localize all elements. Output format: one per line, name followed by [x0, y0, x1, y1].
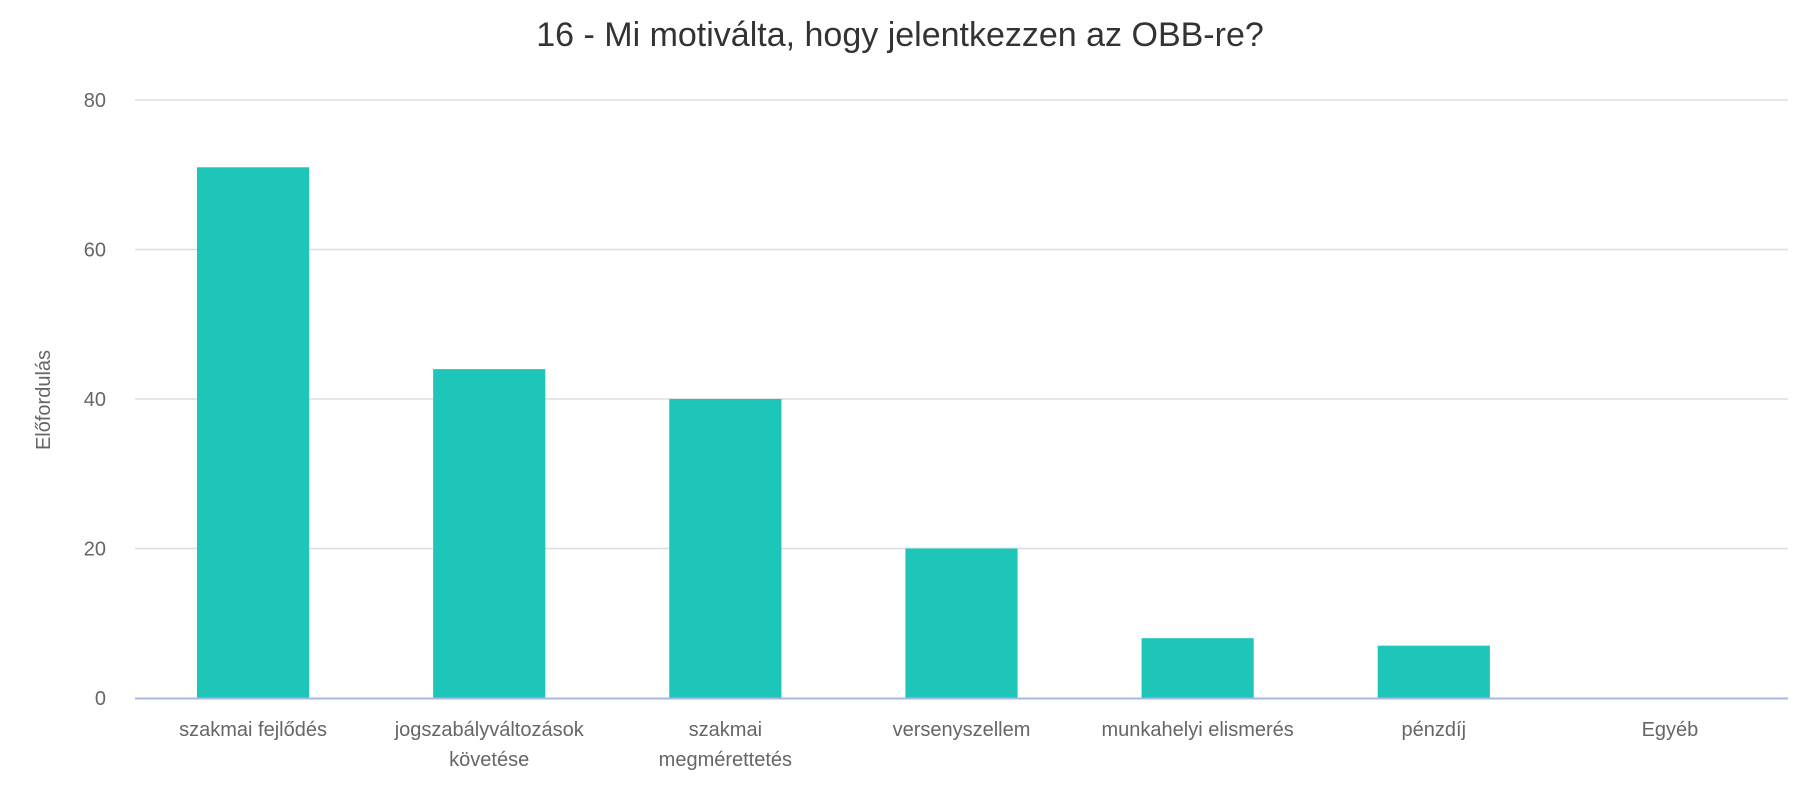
x-tick-label: Egyéb — [1642, 719, 1699, 741]
x-tick-label: szakmai fejlődés — [179, 719, 327, 741]
bar — [196, 167, 310, 698]
x-tick-label-line: szakmai — [689, 719, 762, 741]
x-tick-label-line: pénzdíj — [1402, 719, 1467, 741]
y-tick-labels: 0 20 40 60 80 — [84, 90, 106, 710]
y-tick-label: 60 — [84, 240, 106, 262]
x-tick-label: szakmai megmérettetés — [659, 719, 792, 771]
x-tick-label-line: versenyszellem — [893, 719, 1031, 741]
bars — [196, 167, 1490, 698]
x-tick-label: munkahelyi elismerés — [1101, 719, 1293, 741]
y-tick-label: 40 — [84, 389, 106, 411]
x-tick-label-line: Egyéb — [1642, 719, 1699, 741]
y-axis-label: Előfordulás — [33, 350, 55, 450]
x-tick-label-line: munkahelyi elismerés — [1101, 719, 1293, 741]
bar — [905, 548, 1018, 698]
x-tick-label: jogszabályváltozások követése — [394, 719, 585, 771]
x-tick-labels: szakmai fejlődés jogszabályváltozások köve… — [179, 719, 1698, 771]
chart-title: 16 - Mi motiválta, hogy jelentkezzen az … — [536, 16, 1264, 54]
bar — [1377, 645, 1490, 698]
x-tick-label-line: jogszabályváltozások — [394, 719, 585, 741]
x-tick-label-line: megmérettetés — [659, 749, 792, 771]
x-tick-label: versenyszellem — [893, 719, 1031, 741]
x-tick-label: pénzdíj — [1402, 719, 1467, 741]
y-tick-label: 80 — [84, 90, 106, 112]
y-tick-label: 0 — [95, 688, 106, 710]
bar — [433, 369, 546, 698]
x-tick-label-line: követése — [449, 749, 529, 771]
x-tick-label-line: szakmai fejlődés — [179, 719, 327, 741]
bar — [669, 399, 782, 698]
y-tick-label: 20 — [84, 539, 106, 561]
gridlines — [135, 99, 1788, 550]
bar — [1141, 638, 1254, 698]
